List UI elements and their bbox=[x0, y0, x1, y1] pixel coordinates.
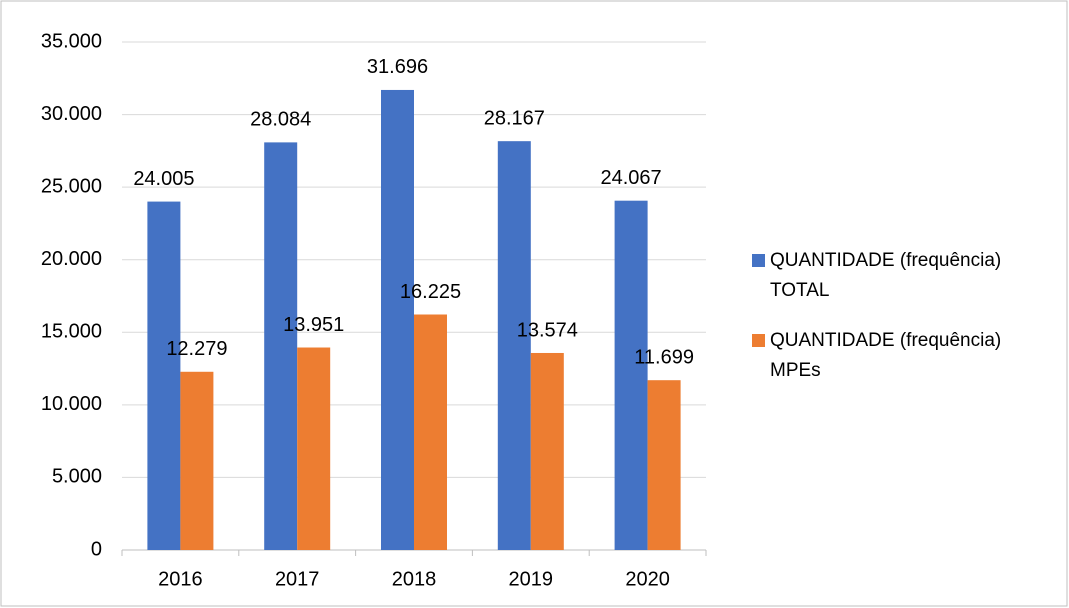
x-tick-label: 2017 bbox=[275, 568, 320, 590]
data-label: 31.696 bbox=[367, 56, 428, 78]
legend-swatch bbox=[752, 254, 765, 267]
data-label: 12.279 bbox=[166, 338, 227, 360]
y-tick-label: 0 bbox=[91, 538, 102, 560]
data-label: 16.225 bbox=[400, 281, 461, 303]
bar bbox=[264, 142, 298, 550]
data-label: 24.005 bbox=[133, 168, 194, 190]
data-label: 24.067 bbox=[601, 167, 662, 189]
bar bbox=[381, 89, 414, 550]
bar bbox=[614, 200, 648, 550]
legend-label: QUANTIDADE (frequência) TOTAL bbox=[770, 250, 1002, 301]
legend-label: QUANTIDADE (frequência) MPEs bbox=[770, 330, 1002, 381]
bar bbox=[414, 314, 447, 550]
bar bbox=[147, 201, 181, 550]
y-tick-label: 10.000 bbox=[41, 393, 102, 415]
bar bbox=[497, 141, 531, 550]
y-tick-label: 15.000 bbox=[41, 321, 102, 343]
data-label: 13.574 bbox=[517, 319, 578, 341]
y-tick-label: 30.000 bbox=[41, 103, 102, 125]
data-label: 28.167 bbox=[484, 107, 545, 129]
y-tick-label: 5.000 bbox=[52, 466, 102, 488]
x-tick-label: 2018 bbox=[392, 568, 437, 590]
x-tick-label: 2016 bbox=[158, 568, 203, 590]
legend-swatch bbox=[752, 334, 765, 347]
data-label: 11.699 bbox=[634, 346, 694, 368]
data-label: 13.951 bbox=[283, 314, 344, 336]
y-tick-label: 35.000 bbox=[41, 30, 102, 52]
y-tick-label: 20.000 bbox=[41, 248, 102, 270]
x-tick-label: 2020 bbox=[625, 568, 670, 590]
bar bbox=[530, 352, 564, 550]
data-label: 28.084 bbox=[250, 109, 311, 131]
y-tick-label: 25.000 bbox=[41, 175, 102, 197]
bar bbox=[180, 371, 214, 550]
x-tick-label: 2019 bbox=[509, 568, 554, 590]
bar bbox=[297, 347, 331, 550]
bar bbox=[647, 380, 681, 550]
